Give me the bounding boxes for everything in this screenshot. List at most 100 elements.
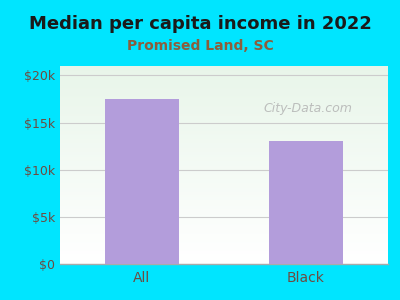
Bar — [60, 206, 388, 207]
Bar — [60, 125, 388, 126]
Bar — [60, 215, 388, 217]
Bar — [60, 171, 388, 172]
Bar — [105, 99, 179, 264]
Bar — [60, 105, 388, 106]
Bar — [60, 169, 388, 170]
Bar — [60, 263, 388, 264]
Bar — [60, 247, 388, 248]
Bar — [60, 79, 388, 80]
Bar — [60, 199, 388, 200]
Bar — [60, 75, 388, 76]
Bar — [60, 252, 388, 253]
Bar — [60, 238, 388, 239]
Bar — [60, 87, 388, 88]
Bar — [60, 217, 388, 218]
Bar — [60, 237, 388, 238]
Bar — [60, 172, 388, 173]
Bar — [60, 152, 388, 153]
Bar — [60, 250, 388, 251]
Bar — [60, 73, 388, 74]
Bar — [60, 120, 388, 122]
Bar — [60, 233, 388, 234]
Bar — [60, 201, 388, 202]
Bar — [60, 109, 388, 110]
Bar — [60, 98, 388, 99]
Bar — [60, 197, 388, 198]
Bar — [60, 142, 388, 143]
Bar — [60, 224, 388, 225]
Bar — [60, 229, 388, 230]
Bar — [60, 220, 388, 221]
Bar — [60, 115, 388, 116]
Bar — [60, 67, 388, 68]
Bar — [60, 66, 388, 67]
Bar — [60, 89, 388, 90]
Bar — [60, 232, 388, 233]
Bar — [60, 72, 388, 73]
Bar — [60, 102, 388, 103]
Bar — [60, 135, 388, 136]
Bar — [60, 74, 388, 75]
Bar — [60, 174, 388, 175]
Bar — [60, 130, 388, 131]
Bar — [60, 175, 388, 176]
Bar — [60, 136, 388, 137]
Bar — [60, 146, 388, 147]
Bar — [60, 84, 388, 85]
Bar — [60, 235, 388, 236]
Bar — [60, 149, 388, 150]
Bar — [60, 221, 388, 222]
Text: Median per capita income in 2022: Median per capita income in 2022 — [28, 15, 372, 33]
Bar — [60, 253, 388, 254]
Bar — [269, 141, 343, 264]
Bar — [60, 131, 388, 132]
Bar — [60, 255, 388, 256]
Bar — [60, 71, 388, 72]
Bar — [60, 227, 388, 228]
Bar — [60, 93, 388, 94]
Bar — [60, 137, 388, 138]
Bar — [60, 77, 388, 78]
Bar — [60, 118, 388, 119]
Bar — [60, 159, 388, 160]
Bar — [60, 257, 388, 258]
Bar — [60, 122, 388, 123]
Bar — [60, 70, 388, 71]
Bar — [60, 195, 388, 196]
Bar — [60, 108, 388, 109]
Bar — [60, 188, 388, 189]
Bar — [60, 103, 388, 105]
Bar — [60, 154, 388, 155]
Bar — [60, 118, 388, 119]
Bar — [60, 241, 388, 242]
Bar — [60, 244, 388, 245]
Bar — [60, 191, 388, 192]
Bar — [60, 168, 388, 169]
Bar — [60, 91, 388, 92]
Bar — [60, 83, 388, 84]
Bar — [60, 128, 388, 129]
Bar — [60, 153, 388, 154]
Bar — [60, 256, 388, 257]
Bar — [60, 133, 388, 134]
Bar — [60, 145, 388, 146]
Bar — [60, 262, 388, 263]
Bar — [60, 259, 388, 260]
Bar — [60, 261, 388, 262]
Bar — [60, 194, 388, 195]
Bar — [60, 94, 388, 95]
Bar — [60, 196, 388, 197]
Bar — [60, 140, 388, 141]
Bar — [60, 236, 388, 237]
Bar — [60, 141, 388, 142]
Bar — [60, 112, 388, 113]
Bar — [60, 86, 388, 87]
Bar — [60, 173, 388, 174]
Bar — [60, 166, 388, 167]
Bar — [60, 211, 388, 212]
Bar — [60, 139, 388, 140]
Bar — [60, 249, 388, 250]
Bar — [60, 198, 388, 199]
Bar — [60, 209, 388, 211]
Bar — [60, 165, 388, 166]
